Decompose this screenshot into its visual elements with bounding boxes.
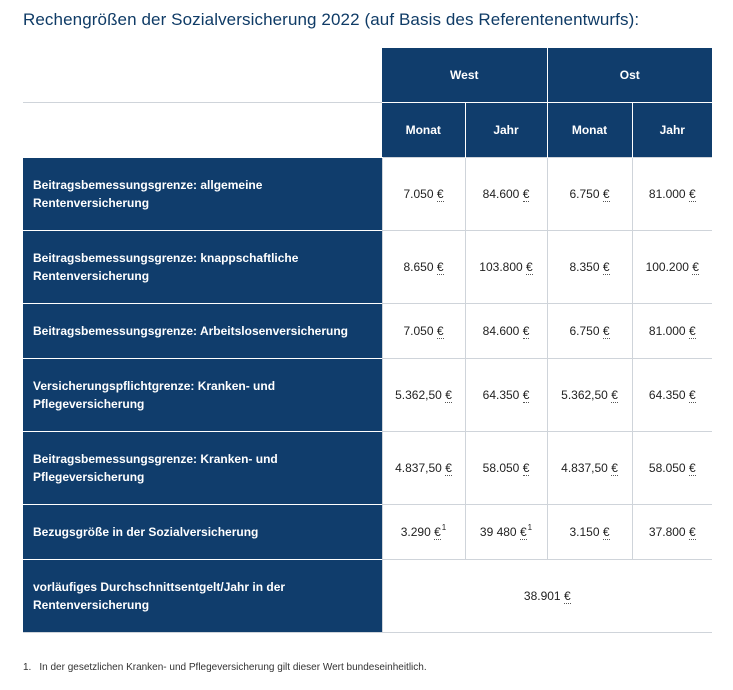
cell-west-monat: 8.650 € [381,229,465,303]
empty-header-cell [23,48,382,103]
row-label: Beitragsbemessungsgrenze: allgemeine Ren… [23,156,382,230]
cell-ost-monat: 5.362,50 € [546,357,633,431]
table-row: Beitragsbemessungsgrenze: Kranken- und P… [23,430,713,504]
cell-west-jahr: 103.800 € [464,229,548,303]
euro-sign: € [445,460,452,476]
euro-sign: € [602,259,610,275]
cell-west-monat: 7.050 € [381,302,465,358]
euro-sign: € [611,460,618,476]
euro-sign: € [522,460,530,476]
cell-west-monat: 3.290 €1 [381,503,465,559]
cell-ost-jahr: 58.050 € [631,430,713,504]
cell-west-monat: 4.837,50 € [381,430,465,504]
footnote-ref[interactable]: 1 [441,522,447,532]
cell-west-monat: 5.362,50 € [381,357,465,431]
euro-sign: € [522,387,530,403]
euro-sign: € [688,323,696,339]
euro-sign: € [445,387,452,403]
footnote-number: 1. [23,662,32,673]
row-label: Beitragsbemessungsgrenze: Kranken- und P… [23,430,382,504]
cell-ost-monat: 8.350 € [546,229,633,303]
euro-sign: € [688,524,696,540]
euro-sign: € [692,259,699,275]
cell-west-jahr: 84.600 € [464,156,548,230]
table-row: Beitragsbemessungsgrenze: Arbeitslosenve… [23,302,713,358]
euro-sign: € [522,323,530,339]
cell-west-jahr: 39 480 €1 [464,503,548,559]
euro-sign: € [436,186,444,202]
header-ost: Ost [546,48,713,102]
header-west-jahr: Jahr [464,101,548,157]
header-ost-jahr: Jahr [631,101,713,157]
cell-west-jahr: 64.350 € [464,357,548,431]
header-ost-monat: Monat [546,101,633,157]
empty-subheader-cell [23,102,382,157]
euro-sign: € [611,387,618,403]
page-title: Rechengrößen der Sozialversicherung 2022… [23,10,640,29]
row-label: Versicherungspflichtgrenze: Kranken- und… [23,357,382,431]
header-west-monat: Monat [382,101,465,157]
euro-sign: € [688,387,696,403]
cell-ost-jahr: 64.350 € [631,357,713,431]
cell-ost-monat: 6.750 € [546,302,633,358]
cell-ost-jahr: 100.200 € [631,229,713,303]
euro-sign: € [688,186,696,202]
euro-sign: € [526,259,533,275]
euro-sign: € [436,259,444,275]
table-row: Bezugsgröße in der Sozialversicherung 3.… [23,503,713,559]
cell-ost-monat: 4.837,50 € [546,430,633,504]
cell-west-jahr: 58.050 € [464,430,548,504]
rechengroessen-table: West Ost Monat Jahr Monat Jahr Beitragsb… [23,48,713,633]
cell-ost-jahr: 37.800 € [631,503,713,559]
euro-sign: € [519,524,527,540]
euro-sign: € [602,323,610,339]
header-west: West [382,48,548,102]
row-label: Bezugsgröße in der Sozialversicherung [23,503,382,559]
table-row: Beitragsbemessungsgrenze: knappschaftlic… [23,229,713,303]
table-row: vorläufiges Durchschnittsentgelt/Jahr in… [23,558,713,633]
cell-ost-monat: 6.750 € [546,156,633,230]
euro-sign: € [522,186,530,202]
cell-west-monat: 7.050 € [381,156,465,230]
cell-ost-monat: 3.150 € [546,503,633,559]
euro-sign: € [688,460,696,476]
euro-sign: € [602,186,610,202]
euro-sign: € [436,323,444,339]
cell-ost-jahr: 81.000 € [631,156,713,230]
footnote-text: In der gesetzlichen Kranken- und Pflegev… [39,662,427,673]
euro-sign: € [602,524,610,540]
cell-west-jahr: 84.600 € [464,302,548,358]
euro-sign: € [563,588,571,604]
row-label: vorläufiges Durchschnittsentgelt/Jahr in… [23,558,382,633]
euro-sign: € [434,524,441,540]
footnote-ref[interactable]: 1 [527,522,533,532]
cell-durchschnittsentgelt: 38.901 € [381,558,713,633]
table-row: Versicherungspflichtgrenze: Kranken- und… [23,357,713,431]
cell-ost-jahr: 81.000 € [631,302,713,358]
row-label: Beitragsbemessungsgrenze: Arbeitslosenve… [23,302,382,358]
row-label: Beitragsbemessungsgrenze: knappschaftlic… [23,229,382,303]
footnote: 1. In der gesetzlichen Kranken- und Pfleg… [23,662,427,673]
table-row: Beitragsbemessungsgrenze: allgemeine Ren… [23,156,713,230]
